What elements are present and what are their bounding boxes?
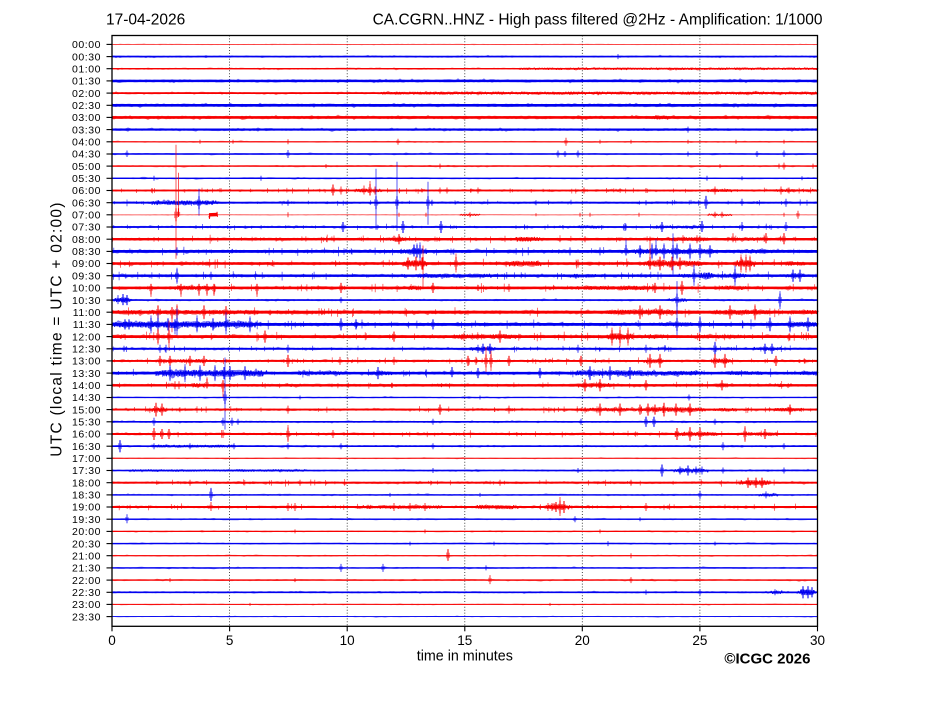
svg-text:21:00: 21:00 xyxy=(72,550,101,562)
svg-text:18:00: 18:00 xyxy=(72,477,101,489)
svg-text:21:30: 21:30 xyxy=(72,563,101,575)
svg-text:20:00: 20:00 xyxy=(72,526,101,538)
svg-text:UTC (local time = UTC + 02:00): UTC (local time = UTC + 02:00) xyxy=(49,201,66,456)
svg-text:18:30: 18:30 xyxy=(72,490,101,502)
svg-text:15:00: 15:00 xyxy=(72,404,101,416)
svg-text:01:00: 01:00 xyxy=(72,63,101,75)
svg-text:02:00: 02:00 xyxy=(72,88,101,100)
svg-text:09:30: 09:30 xyxy=(72,270,101,282)
svg-text:20:30: 20:30 xyxy=(72,538,101,550)
svg-text:03:00: 03:00 xyxy=(72,112,101,124)
svg-text:12:00: 12:00 xyxy=(72,331,101,343)
svg-text:30: 30 xyxy=(810,633,825,648)
svg-text:11:30: 11:30 xyxy=(73,319,101,331)
svg-text:19:00: 19:00 xyxy=(72,502,101,514)
svg-text:23:30: 23:30 xyxy=(72,611,101,623)
svg-text:00:00: 00:00 xyxy=(72,39,101,51)
svg-text:16:30: 16:30 xyxy=(72,441,101,453)
svg-text:14:30: 14:30 xyxy=(72,392,101,404)
svg-text:10:00: 10:00 xyxy=(72,283,101,295)
svg-text:02:30: 02:30 xyxy=(72,100,101,112)
svg-text:09:00: 09:00 xyxy=(72,258,101,270)
svg-text:04:00: 04:00 xyxy=(72,137,101,149)
svg-text:©ICGC 2026: ©ICGC 2026 xyxy=(724,650,810,667)
svg-text:07:30: 07:30 xyxy=(72,222,101,234)
svg-text:12:30: 12:30 xyxy=(72,344,101,356)
svg-text:15: 15 xyxy=(457,633,472,648)
svg-text:14:00: 14:00 xyxy=(72,380,101,392)
svg-text:08:00: 08:00 xyxy=(72,234,101,246)
svg-text:13:00: 13:00 xyxy=(72,356,101,368)
svg-text:17:00: 17:00 xyxy=(72,453,101,465)
svg-text:07:00: 07:00 xyxy=(72,210,101,222)
svg-text:22:00: 22:00 xyxy=(72,575,101,587)
svg-text:time in minutes: time in minutes xyxy=(417,649,513,665)
svg-text:00:30: 00:30 xyxy=(72,51,101,63)
svg-text:20: 20 xyxy=(575,633,590,648)
svg-text:01:30: 01:30 xyxy=(72,76,101,88)
svg-text:25: 25 xyxy=(692,633,707,648)
svg-text:11:00: 11:00 xyxy=(73,307,101,319)
svg-text:16:00: 16:00 xyxy=(72,429,101,441)
svg-text:05:00: 05:00 xyxy=(72,161,101,173)
svg-text:08:30: 08:30 xyxy=(72,246,101,258)
svg-text:17:30: 17:30 xyxy=(72,465,101,477)
svg-text:0: 0 xyxy=(108,633,116,648)
svg-text:03:30: 03:30 xyxy=(72,124,101,136)
svg-text:13:30: 13:30 xyxy=(72,368,101,380)
svg-text:23:00: 23:00 xyxy=(72,599,101,611)
svg-text:06:00: 06:00 xyxy=(72,185,101,197)
svg-text:5: 5 xyxy=(226,633,234,648)
svg-text:15:30: 15:30 xyxy=(72,417,101,429)
svg-text:CA.CGRN..HNZ - High pass filte: CA.CGRN..HNZ - High pass filtered @2Hz -… xyxy=(373,12,823,29)
svg-text:10: 10 xyxy=(340,633,355,648)
svg-text:05:30: 05:30 xyxy=(72,173,101,185)
svg-text:06:30: 06:30 xyxy=(72,197,101,209)
svg-text:10:30: 10:30 xyxy=(72,295,101,307)
svg-text:19:30: 19:30 xyxy=(72,514,101,526)
svg-text:22:30: 22:30 xyxy=(72,587,101,599)
svg-text:04:30: 04:30 xyxy=(72,149,101,161)
svg-text:17-04-2026: 17-04-2026 xyxy=(106,12,185,29)
